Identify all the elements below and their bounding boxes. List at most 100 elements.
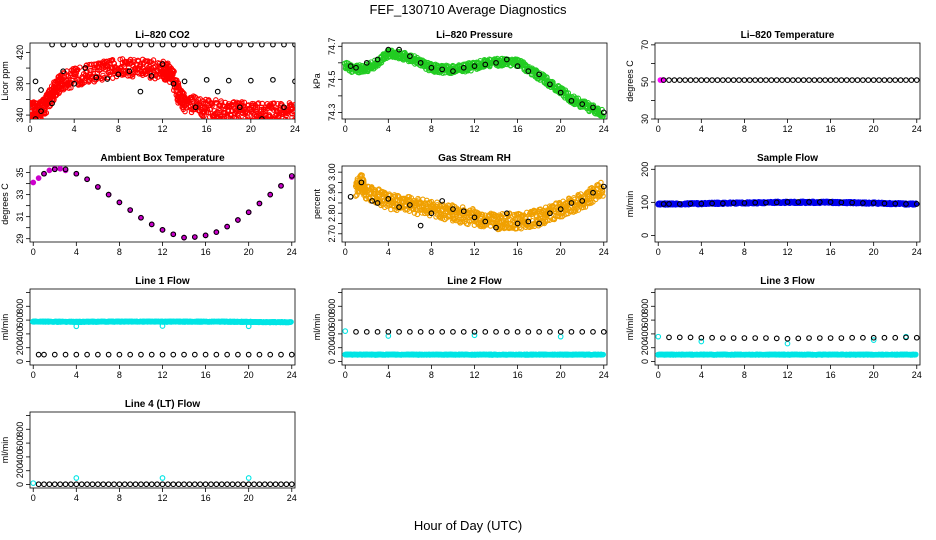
data-point [666, 77, 672, 83]
data-point [600, 328, 607, 335]
data-point [213, 351, 220, 358]
x-tick-label: 16 [201, 247, 211, 257]
data-point [291, 116, 295, 119]
data-point [93, 74, 100, 81]
data-point [698, 77, 705, 83]
series-0 [30, 166, 295, 241]
series-1 [73, 323, 252, 330]
data-point [720, 77, 726, 83]
data-point [687, 200, 694, 207]
x-tick-label: 8 [117, 370, 122, 380]
data-point [517, 224, 523, 231]
data-points [342, 328, 607, 358]
data-point [229, 117, 235, 119]
data-point [71, 80, 78, 87]
data-point [358, 179, 365, 186]
y-tick-label: 0 [327, 359, 337, 364]
data-point [600, 183, 607, 190]
data-point [51, 166, 58, 173]
data-point [363, 328, 370, 335]
data-point [234, 112, 241, 118]
data-point [725, 77, 732, 83]
data-point [68, 85, 74, 91]
data-point [116, 199, 123, 206]
data-point [676, 77, 683, 83]
data-point [547, 210, 553, 217]
x-tick-label: 24 [599, 247, 609, 257]
data-point [150, 57, 157, 63]
panel-title: Line 1 Flow [135, 276, 190, 287]
data-point [407, 53, 413, 60]
series-1 [41, 166, 295, 241]
data-point [245, 116, 252, 119]
data-point [881, 77, 888, 83]
data-point [876, 77, 882, 83]
data-point [763, 77, 769, 83]
data-point [236, 43, 243, 48]
data-point [171, 68, 177, 75]
x-tick-label: 4 [74, 370, 79, 380]
y-tick-label: 0 [15, 359, 25, 364]
data-point [471, 332, 478, 339]
data-point [159, 43, 166, 48]
data-point [806, 77, 812, 83]
x-tick-label: 20 [556, 247, 566, 257]
data-point [118, 63, 125, 70]
data-point [730, 77, 737, 83]
panel-title: Li–820 Temperature [741, 30, 835, 41]
y-tick-label: 33 [15, 190, 25, 200]
y-axis-label: ml/min [625, 191, 635, 218]
series-0 [342, 47, 606, 119]
y-tick-label: 200 [327, 340, 337, 355]
data-point [381, 197, 388, 203]
data-point [290, 109, 295, 115]
x-tick-label: 8 [116, 124, 121, 134]
data-point [822, 77, 829, 83]
data-point [148, 43, 155, 48]
data-point [106, 71, 113, 78]
data-point [93, 43, 100, 48]
data-point [278, 100, 284, 107]
data-point [913, 201, 920, 207]
y-axis-label: percent [312, 188, 322, 219]
data-point [514, 63, 521, 69]
data-point [82, 43, 89, 48]
data-point [181, 234, 187, 241]
data-point [709, 77, 715, 83]
data-point [38, 115, 44, 119]
data-point [523, 214, 529, 221]
data-point [795, 199, 802, 205]
data-point [137, 43, 144, 48]
data-point [148, 351, 155, 358]
data-point [533, 67, 539, 73]
data-point [557, 89, 564, 96]
y-tick-label: 74.7 [327, 38, 337, 56]
data-points [342, 46, 607, 119]
data-point [503, 328, 510, 335]
data-point [892, 200, 899, 207]
data-point [676, 201, 683, 207]
x-tick-label: 8 [429, 370, 434, 380]
data-point [180, 89, 186, 96]
data-point [138, 214, 144, 221]
data-point [101, 75, 107, 81]
data-point [600, 113, 606, 119]
data-point [392, 193, 399, 200]
data-point [261, 118, 265, 119]
data-point [30, 179, 37, 186]
data-point [353, 328, 359, 335]
data-point [347, 193, 354, 200]
series-1 [660, 77, 920, 83]
data-point [291, 102, 295, 108]
data-point [247, 43, 254, 48]
data-point [600, 109, 607, 116]
data-point [503, 56, 510, 63]
data-point [259, 43, 265, 48]
data-point [35, 351, 42, 358]
data-point [235, 217, 241, 223]
data-point [270, 76, 276, 83]
data-point [73, 351, 80, 358]
data-point [482, 218, 489, 225]
data-point [127, 207, 134, 213]
